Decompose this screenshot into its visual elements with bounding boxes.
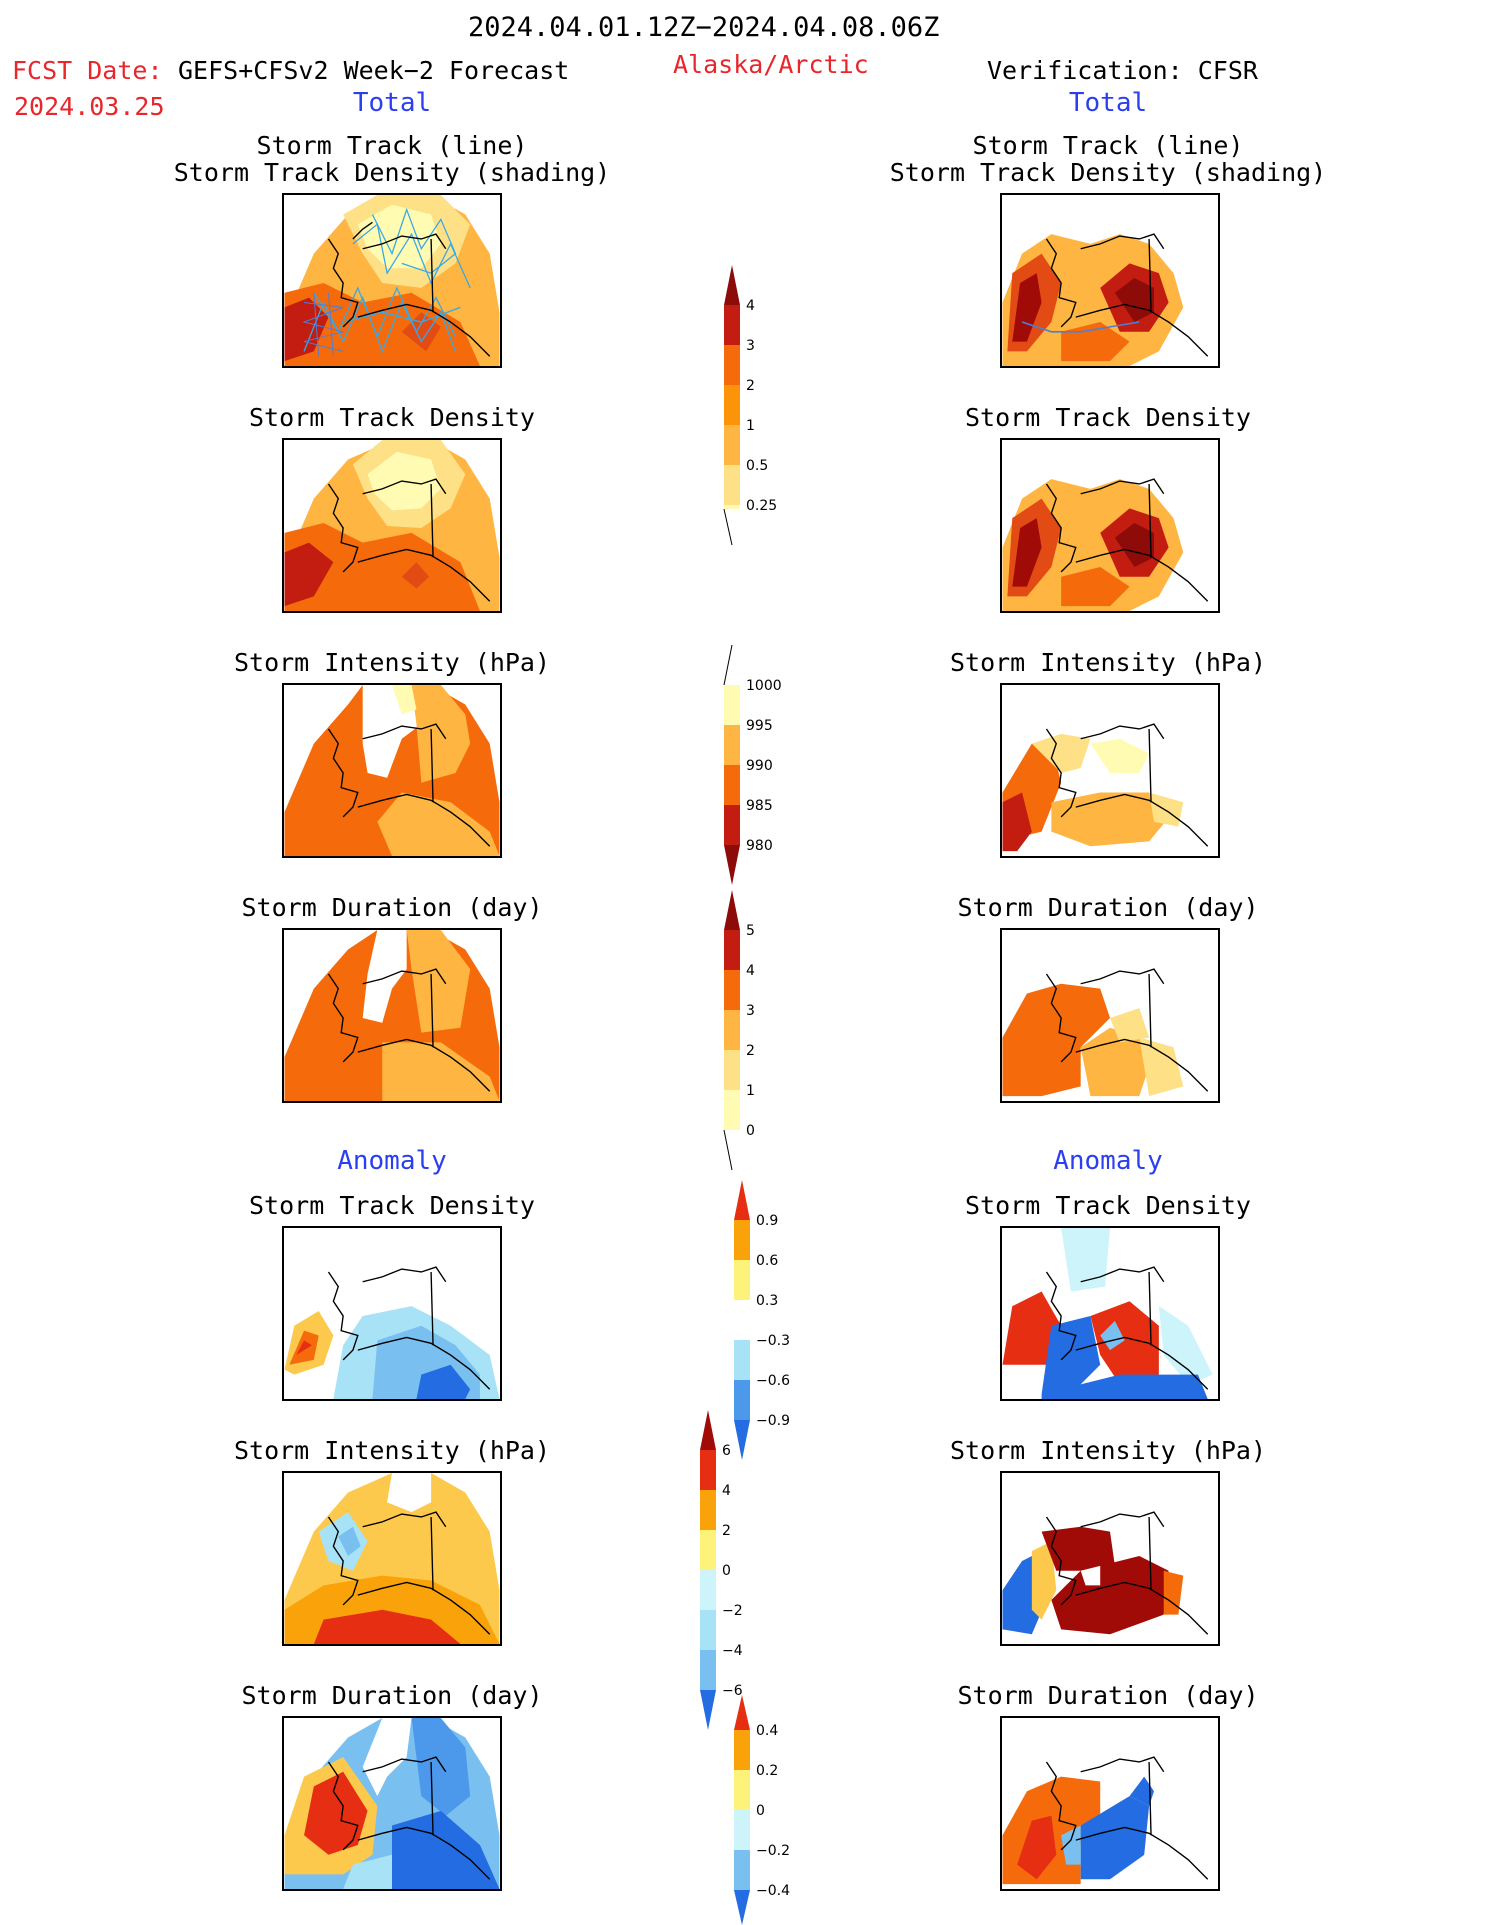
cbar4-label-5: −0.9	[756, 1413, 790, 1429]
map-track-total-forecast	[282, 193, 502, 368]
cbar5-label-5: −4	[722, 1643, 743, 1659]
cbar6-label-4: −0.4	[756, 1883, 790, 1899]
map-duration-total-forecast	[282, 928, 502, 1103]
cbar5-label-6: −6	[722, 1683, 743, 1699]
period-title: 2024.04.01.12Z−2024.04.08.06Z	[468, 12, 940, 43]
cbar3-label-5: 0	[746, 1123, 755, 1139]
forecast-date: 2024.03.25	[14, 92, 165, 121]
title-intensity-anom-right: Storm Intensity (hPa)	[949, 1436, 1267, 1465]
cbar4-label-1: 0.6	[756, 1253, 778, 1269]
map-duration-anomaly-verification	[1000, 1716, 1220, 1891]
cbar6-label-2: 0	[756, 1803, 765, 1819]
cbar5-label-0: 6	[722, 1443, 731, 1459]
cbar3-label-3: 2	[746, 1043, 755, 1059]
cbar2-label-2: 990	[746, 758, 773, 774]
colorbar-intensity: 1000 995 990 985 980	[723, 644, 794, 885]
map-duration-anomaly-forecast	[282, 1716, 502, 1891]
cbar2-label-4: 980	[746, 838, 773, 854]
colorbar-intensity-anomaly: 6 4 2 0 −2 −4 −6	[700, 1410, 770, 1730]
cbar1-label-5: 0.25	[746, 498, 777, 514]
title-track-shading-left: Storm Track Density (shading)	[173, 158, 611, 187]
verification-label: Verification: CFSR	[987, 56, 1258, 85]
map-intensity-total-verification	[1000, 683, 1220, 858]
title-track-line-right: Storm Track (line)	[972, 131, 1244, 160]
forecast-model: GEFS+CFSv2 Week−2 Forecast	[178, 56, 570, 85]
cbar6-label-1: 0.2	[756, 1763, 778, 1779]
cbar4-label-2: 0.3	[756, 1293, 778, 1309]
cbar4-label-3: −0.3	[756, 1333, 790, 1349]
title-duration-anom-right: Storm Duration (day)	[957, 1681, 1259, 1710]
colorbar-duration-anomaly: 0.4 0.2 0 −0.2 −0.4	[734, 1695, 804, 1925]
map-density-total-verification	[1000, 438, 1220, 613]
map-track-total-verification	[1000, 193, 1220, 368]
title-density-anom-right: Storm Track Density	[965, 1191, 1251, 1220]
cbar4-label-4: −0.6	[756, 1373, 790, 1389]
cbar3-label-0: 5	[746, 923, 755, 939]
title-intensity-right: Storm Intensity (hPa)	[949, 648, 1267, 677]
colorbar-track-density: 4 3 2 1 0.5 0.25	[723, 265, 794, 546]
cbar3-label-4: 1	[746, 1083, 755, 1099]
map-duration-total-verification	[1000, 928, 1220, 1103]
map-intensity-anomaly-verification	[1000, 1471, 1220, 1646]
title-intensity-left: Storm Intensity (hPa)	[233, 648, 551, 677]
map-intensity-anomaly-forecast	[282, 1471, 502, 1646]
cbar3-label-2: 3	[746, 1003, 755, 1019]
colorbar-density-anomaly: 0.9 0.6 0.3 −0.3 −0.6 −0.9	[734, 1180, 804, 1460]
cbar5-label-1: 4	[722, 1483, 731, 1499]
title-duration-left: Storm Duration (day)	[241, 893, 543, 922]
title-density-right: Storm Track Density	[965, 403, 1251, 432]
cbar1-label-0: 4	[746, 298, 755, 314]
colorbar-duration: 5 4 3 2 1 0	[723, 890, 794, 1171]
section-anomaly-forecast: Anomaly	[337, 1146, 447, 1176]
section-total-verification: Total	[1068, 88, 1148, 118]
title-density-anom-left: Storm Track Density	[249, 1191, 535, 1220]
cbar5-label-4: −2	[722, 1603, 743, 1619]
map-intensity-total-forecast	[282, 683, 502, 858]
fcst-date-label: FCST Date:	[12, 56, 163, 85]
region-title: Alaska/Arctic	[673, 50, 869, 79]
cbar1-label-1: 3	[746, 338, 755, 354]
cbar2-label-3: 985	[746, 798, 773, 814]
cbar6-label-3: −0.2	[756, 1843, 790, 1859]
map-density-total-forecast	[282, 438, 502, 613]
cbar1-label-4: 0.5	[746, 458, 768, 474]
title-track-line-left: Storm Track (line)	[256, 131, 528, 160]
title-duration-anom-left: Storm Duration (day)	[241, 1681, 543, 1710]
title-duration-right: Storm Duration (day)	[957, 893, 1259, 922]
title-track-shading-right: Storm Track Density (shading)	[889, 158, 1327, 187]
section-anomaly-verification: Anomaly	[1053, 1146, 1163, 1176]
title-intensity-anom-left: Storm Intensity (hPa)	[233, 1436, 551, 1465]
cbar5-label-2: 2	[722, 1523, 731, 1539]
map-density-anomaly-forecast	[282, 1226, 502, 1401]
map-density-anomaly-verification	[1000, 1226, 1220, 1401]
cbar1-label-2: 2	[746, 378, 755, 394]
cbar4-label-0: 0.9	[756, 1213, 778, 1229]
cbar2-label-0: 1000	[746, 678, 782, 694]
cbar3-label-1: 4	[746, 963, 755, 979]
title-density-left: Storm Track Density	[249, 403, 535, 432]
cbar5-label-3: 0	[722, 1563, 731, 1579]
cbar6-label-0: 0.4	[756, 1723, 778, 1739]
section-total-forecast: Total	[352, 88, 432, 118]
cbar2-label-1: 995	[746, 718, 773, 734]
cbar1-label-3: 1	[746, 418, 755, 434]
